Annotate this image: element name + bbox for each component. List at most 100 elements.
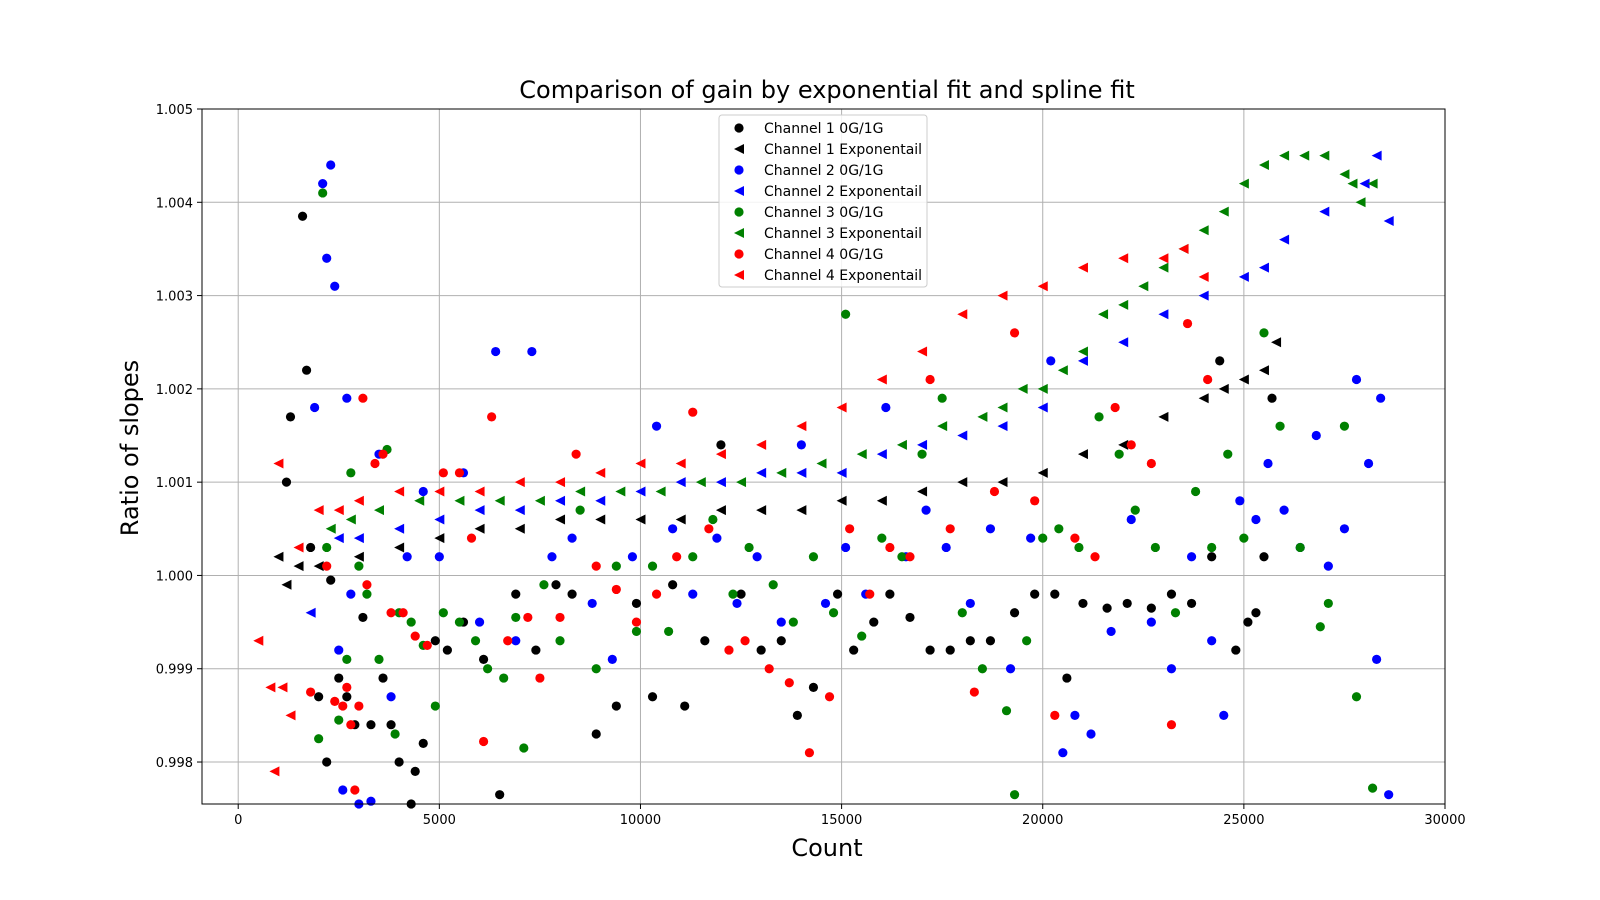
data-point-triangle <box>394 486 405 497</box>
data-point <box>571 449 581 459</box>
data-point <box>1001 706 1012 716</box>
data-point <box>885 542 895 553</box>
data-point-triangle <box>555 495 566 506</box>
data-point <box>1219 710 1229 720</box>
legend-item: Channel 1 0G/1G <box>734 121 884 137</box>
y-tick-label: 1.004 <box>156 196 193 211</box>
y-tick-label: 0.999 <box>156 663 193 678</box>
legend-marker <box>734 207 744 217</box>
data-point <box>897 552 907 562</box>
y-tick-label: 1.005 <box>156 103 193 118</box>
data-point-triangle <box>434 533 445 544</box>
x-tick-label: 20000 <box>1022 813 1063 828</box>
y-tick-label: 1.000 <box>156 569 193 584</box>
data-point <box>378 449 388 459</box>
data-point <box>406 617 416 627</box>
data-point <box>410 766 420 776</box>
legend-label: Channel 3 0G/1G <box>764 205 884 221</box>
data-point <box>535 673 545 683</box>
data-point-triangle <box>1158 309 1169 320</box>
data-point-triangle <box>1158 262 1169 273</box>
plot-frame <box>201 108 1446 805</box>
data-point-triangle <box>474 486 485 497</box>
data-point-triangle <box>394 523 405 534</box>
data-point <box>1203 374 1213 385</box>
data-point <box>1050 710 1060 720</box>
legend-marker <box>734 270 744 280</box>
data-point <box>539 580 549 590</box>
legend-item: Channel 4 Exponentail <box>734 268 922 284</box>
data-point-triangle <box>1198 290 1209 301</box>
data-point <box>1235 496 1245 506</box>
data-point-triangle <box>1238 374 1249 385</box>
data-point <box>1046 356 1056 366</box>
data-point-triangle <box>555 477 566 488</box>
data-point <box>881 402 891 413</box>
data-point <box>454 617 465 627</box>
data-point <box>824 692 835 702</box>
data-point-triangle <box>474 505 485 516</box>
data-point <box>849 645 859 655</box>
data-point <box>776 617 786 627</box>
data-point-triangle <box>1198 271 1209 282</box>
data-point-triangle <box>313 561 324 572</box>
data-point-triangle <box>534 495 545 506</box>
data-point <box>1166 720 1177 730</box>
legend-box <box>718 114 928 288</box>
data-point-triangle <box>896 439 907 450</box>
data-point <box>547 552 557 562</box>
legend-item: Channel 1 Exponentail <box>734 142 922 158</box>
data-point <box>985 524 996 534</box>
data-point <box>1231 645 1241 655</box>
data-point <box>567 533 577 543</box>
data-point-triangle <box>635 514 646 525</box>
data-point <box>788 617 798 627</box>
data-point-triangle <box>615 486 626 497</box>
data-point <box>338 701 348 711</box>
chart-title: Comparison of gain by exponential fit an… <box>519 76 1134 104</box>
data-point <box>478 654 489 665</box>
data-point <box>358 612 368 623</box>
data-point <box>724 645 734 655</box>
data-point <box>841 309 851 319</box>
data-point-triangle <box>756 467 767 478</box>
data-point <box>832 589 843 599</box>
data-point <box>752 552 762 562</box>
data-point <box>857 631 867 641</box>
data-point <box>708 514 718 525</box>
data-point-triangle <box>957 309 968 320</box>
data-point <box>647 692 658 702</box>
data-point <box>326 160 336 170</box>
data-point <box>736 589 746 599</box>
data-point-triangle <box>1339 169 1350 180</box>
data-point-triangle <box>325 523 336 534</box>
data-point-triangle <box>876 449 887 460</box>
data-point-triangle <box>1271 337 1282 348</box>
x-tick-label: 30000 <box>1424 813 1465 828</box>
data-point <box>820 598 831 609</box>
data-point <box>1130 505 1140 515</box>
data-point <box>1267 393 1277 403</box>
series-channel-1 <box>273 337 1282 590</box>
data-point <box>1070 533 1080 543</box>
data-point <box>792 710 802 720</box>
data-point <box>1251 608 1261 618</box>
data-point-triangle <box>434 514 445 525</box>
data-point <box>937 393 947 403</box>
data-point-triangle <box>454 495 465 506</box>
data-point <box>776 636 786 646</box>
data-point <box>386 720 396 730</box>
data-point-triangle <box>997 290 1008 301</box>
data-point <box>297 211 308 221</box>
data-point-triangle <box>796 467 807 478</box>
x-tick-label: 25000 <box>1223 813 1264 828</box>
data-point-triangle <box>1077 346 1088 357</box>
data-point <box>1106 626 1116 637</box>
data-point-triangle <box>514 477 525 488</box>
data-point <box>664 626 674 637</box>
data-point <box>808 682 819 692</box>
data-point <box>386 692 396 702</box>
data-point <box>354 561 364 571</box>
legend-label: Channel 2 Exponentail <box>764 184 922 200</box>
data-point <box>925 374 935 385</box>
